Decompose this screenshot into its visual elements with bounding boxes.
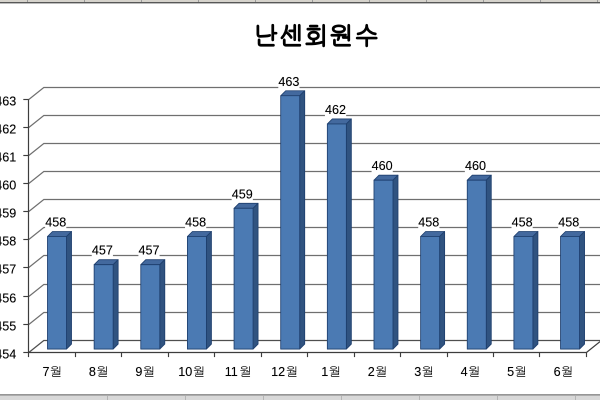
svg-text:9: 9: [135, 365, 142, 379]
svg-text:4: 4: [461, 365, 468, 379]
svg-text:12: 12: [271, 365, 285, 379]
svg-text:460: 460: [372, 159, 393, 173]
svg-text:458: 458: [45, 216, 66, 230]
svg-text:458: 458: [558, 216, 579, 230]
svg-text:7: 7: [42, 365, 49, 379]
svg-text:462: 462: [0, 122, 16, 136]
svg-text:457: 457: [138, 244, 159, 258]
svg-text:455: 455: [0, 319, 16, 333]
svg-text:458: 458: [0, 234, 16, 248]
svg-text:457: 457: [0, 262, 16, 276]
svg-text:5: 5: [507, 365, 514, 379]
svg-text:8: 8: [89, 365, 96, 379]
svg-text:458: 458: [512, 216, 533, 230]
svg-text:463: 463: [278, 75, 299, 89]
svg-text:458: 458: [185, 216, 206, 230]
svg-text:458: 458: [418, 216, 439, 230]
svg-text:460: 460: [465, 159, 486, 173]
svg-text:463: 463: [0, 94, 16, 108]
svg-text:457: 457: [92, 244, 113, 258]
svg-text:461: 461: [0, 150, 16, 164]
svg-text:11: 11: [225, 365, 238, 379]
svg-text:459: 459: [0, 206, 16, 220]
svg-text:2: 2: [368, 365, 375, 379]
svg-text:6: 6: [554, 365, 561, 379]
svg-text:10: 10: [178, 365, 192, 379]
svg-text:459: 459: [232, 187, 253, 201]
svg-text:454: 454: [0, 347, 16, 361]
svg-text:460: 460: [0, 178, 16, 192]
svg-text:456: 456: [0, 291, 16, 305]
svg-text:462: 462: [325, 103, 346, 117]
svg-text:3: 3: [414, 365, 421, 379]
svg-text:1: 1: [321, 365, 328, 379]
